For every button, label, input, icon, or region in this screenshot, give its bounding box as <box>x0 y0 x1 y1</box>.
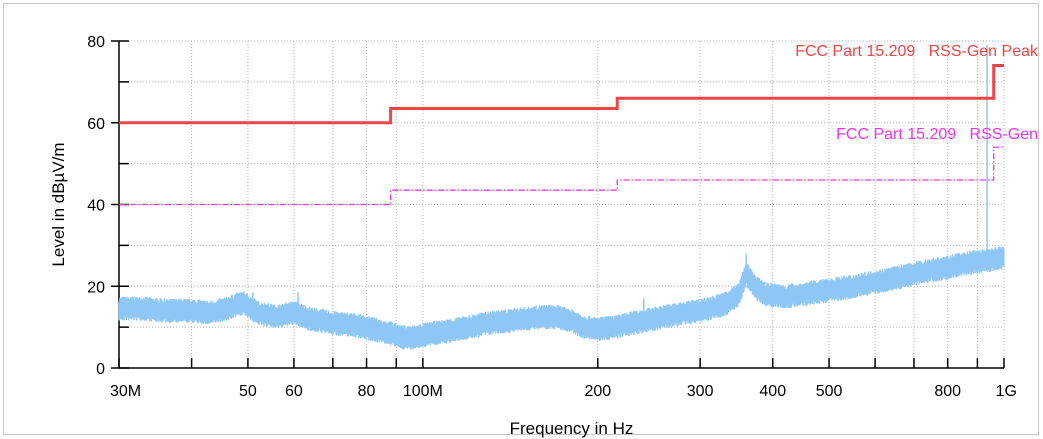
x-tick-label: 800 <box>934 383 961 400</box>
average-limit-label: FCC Part 15.209 RSS-Gen <box>836 126 1038 143</box>
y-tick-label: 20 <box>87 279 105 296</box>
y-axis-title: Level in dBµV/m <box>49 142 68 266</box>
y-tick-label: 0 <box>96 361 105 378</box>
x-tick-label: 30M <box>110 383 141 400</box>
labels-layer: Frequency in Hz Level in dBµV/m FCC Part 1… <box>49 43 1039 438</box>
x-tick-label: 1G <box>996 383 1017 400</box>
series-layer <box>118 45 1005 350</box>
y-tick-label: 80 <box>87 34 105 51</box>
y-tick-label: 60 <box>87 116 105 133</box>
x-tick-label: 50 <box>239 383 257 400</box>
x-axis-title: Frequency in Hz <box>510 419 634 438</box>
average-limit-line <box>119 146 1004 206</box>
x-tick-label: 60 <box>285 383 303 400</box>
x-tick-label: 400 <box>759 383 786 400</box>
x-tick-label: 200 <box>584 383 611 400</box>
axes: 0 20 40 60 80 30M 50 60 80 100M 200 300 400 500 800 1G <box>87 34 1017 400</box>
y-tick-label: 40 <box>87 198 105 215</box>
peak-limit-label: FCC Part 15.209 RSS-Gen Peak <box>795 43 1039 60</box>
measurement-trace <box>118 246 1005 350</box>
x-tick-label: 100M <box>403 383 443 400</box>
x-tick-label: 80 <box>358 383 376 400</box>
x-tick-label: 500 <box>816 383 843 400</box>
peak-limit-line <box>119 64 1004 125</box>
x-tick-label: 300 <box>687 383 714 400</box>
